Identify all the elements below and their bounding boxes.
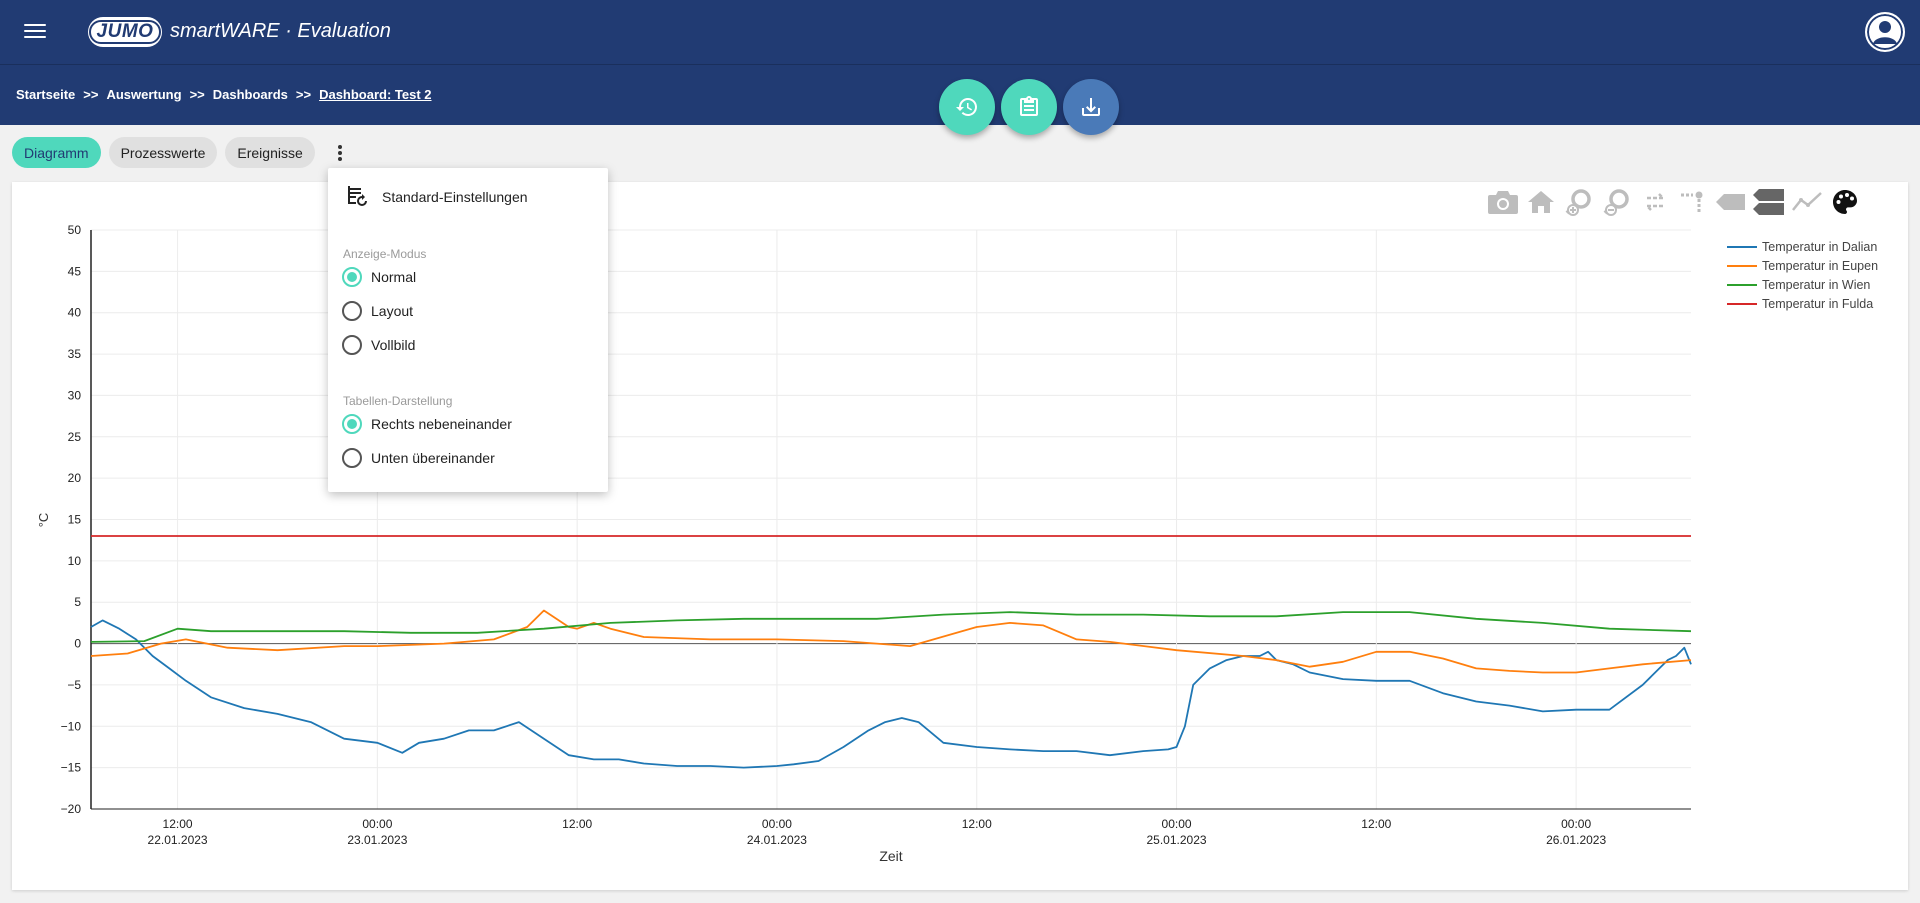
radio-mode-layout[interactable]: Layout (342, 301, 413, 321)
tab-process-values[interactable]: Prozesswerte (108, 137, 218, 168)
legend-item[interactable]: Temperatur in Fulda (1727, 294, 1878, 313)
breadcrumb-separator: >> (295, 87, 312, 102)
radio-mode-normal[interactable]: Normal (342, 267, 416, 287)
radio-unchecked-icon (342, 335, 362, 355)
clipboard-button[interactable] (1001, 79, 1057, 135)
app-header: JUMO smartWARE · Evaluation (0, 0, 1920, 65)
view-tabs: Diagramm Prozesswerte Ereignisse (12, 137, 323, 168)
line-chart-icon[interactable] (1788, 187, 1826, 217)
legend-label: Temperatur in Fulda (1762, 296, 1874, 311)
options-menu: Standard-Einstellungen Anzeige-Modus Nor… (328, 168, 608, 492)
radio-label: Vollbild (371, 337, 416, 353)
radio-label: Normal (371, 269, 417, 285)
chart-toolbar (1484, 187, 1864, 217)
tab-events[interactable]: Ereignisse (225, 137, 315, 168)
radio-label: Layout (371, 303, 414, 319)
camera-icon[interactable] (1484, 187, 1522, 217)
zoom-in-icon[interactable] (1560, 187, 1598, 217)
tab-diagram[interactable]: Diagramm (12, 137, 101, 168)
radio-unchecked-icon (342, 448, 362, 468)
display-mode-title: Anzeige-Modus (343, 247, 427, 261)
settings-restore-icon (348, 186, 367, 206)
product-title: smartWARE · Evaluation (170, 20, 391, 42)
history-button[interactable] (939, 79, 995, 135)
hover-closest-icon[interactable] (1712, 187, 1750, 217)
radio-checked-icon (342, 414, 362, 434)
jumo-logo: JUMO (88, 17, 162, 47)
breadcrumb-separator: >> (189, 87, 205, 102)
legend-item[interactable]: Temperatur in Dalian (1727, 237, 1878, 256)
more-options-icon[interactable] (330, 142, 350, 164)
hover-compare-icon[interactable] (1750, 187, 1788, 217)
home-icon[interactable] (1522, 187, 1560, 217)
legend-label: Temperatur in Wien (1762, 277, 1871, 292)
history-icon (956, 98, 977, 116)
radio-table-below[interactable]: Unten übereinander (342, 448, 495, 468)
radio-label: Unten übereinander (371, 450, 495, 466)
spike-lines-icon[interactable] (1674, 187, 1712, 217)
breadcrumb-item-auswertung[interactable]: Auswertung (106, 87, 182, 102)
breadcrumb: Startseite >> Auswertung >> Dashboards >… (16, 87, 440, 102)
menu-icon[interactable] (22, 20, 48, 44)
clipboard-icon (1020, 96, 1038, 116)
standard-settings-label: Standard-Einstellungen (382, 189, 528, 205)
breadcrumb-current[interactable]: Dashboard: Test 2 (319, 87, 432, 102)
zoom-out-icon[interactable] (1598, 187, 1636, 217)
radio-unchecked-icon (342, 301, 362, 321)
chart-legend: Temperatur in Dalian Temperatur in Eupen… (1727, 237, 1878, 313)
legend-item[interactable]: Temperatur in Wien (1727, 275, 1878, 294)
legend-item[interactable]: Temperatur in Eupen (1727, 256, 1878, 275)
radio-checked-icon (342, 267, 362, 287)
breadcrumb-item-dashboards[interactable]: Dashboards (212, 87, 288, 102)
logo-text: JUMO (88, 20, 162, 44)
user-avatar-icon[interactable] (1865, 12, 1905, 52)
legend-label: Temperatur in Eupen (1762, 258, 1879, 273)
radio-mode-fullscreen[interactable]: Vollbild (342, 335, 415, 355)
download-button[interactable] (1063, 79, 1119, 135)
radio-label: Rechts nebeneinander (371, 416, 512, 432)
chart-card (12, 182, 1908, 890)
palette-icon[interactable] (1826, 187, 1864, 217)
breadcrumb-separator: >> (83, 87, 99, 102)
pan-arrows-icon[interactable] (1636, 187, 1674, 217)
download-icon (1082, 98, 1100, 116)
breadcrumb-item-start[interactable]: Startseite (16, 87, 76, 102)
radio-table-right[interactable]: Rechts nebeneinander (342, 414, 512, 434)
legend-label: Temperatur in Dalian (1762, 239, 1878, 254)
table-display-title: Tabellen-Darstellung (343, 394, 453, 408)
standard-settings-item[interactable]: Standard-Einstellungen (346, 186, 528, 208)
